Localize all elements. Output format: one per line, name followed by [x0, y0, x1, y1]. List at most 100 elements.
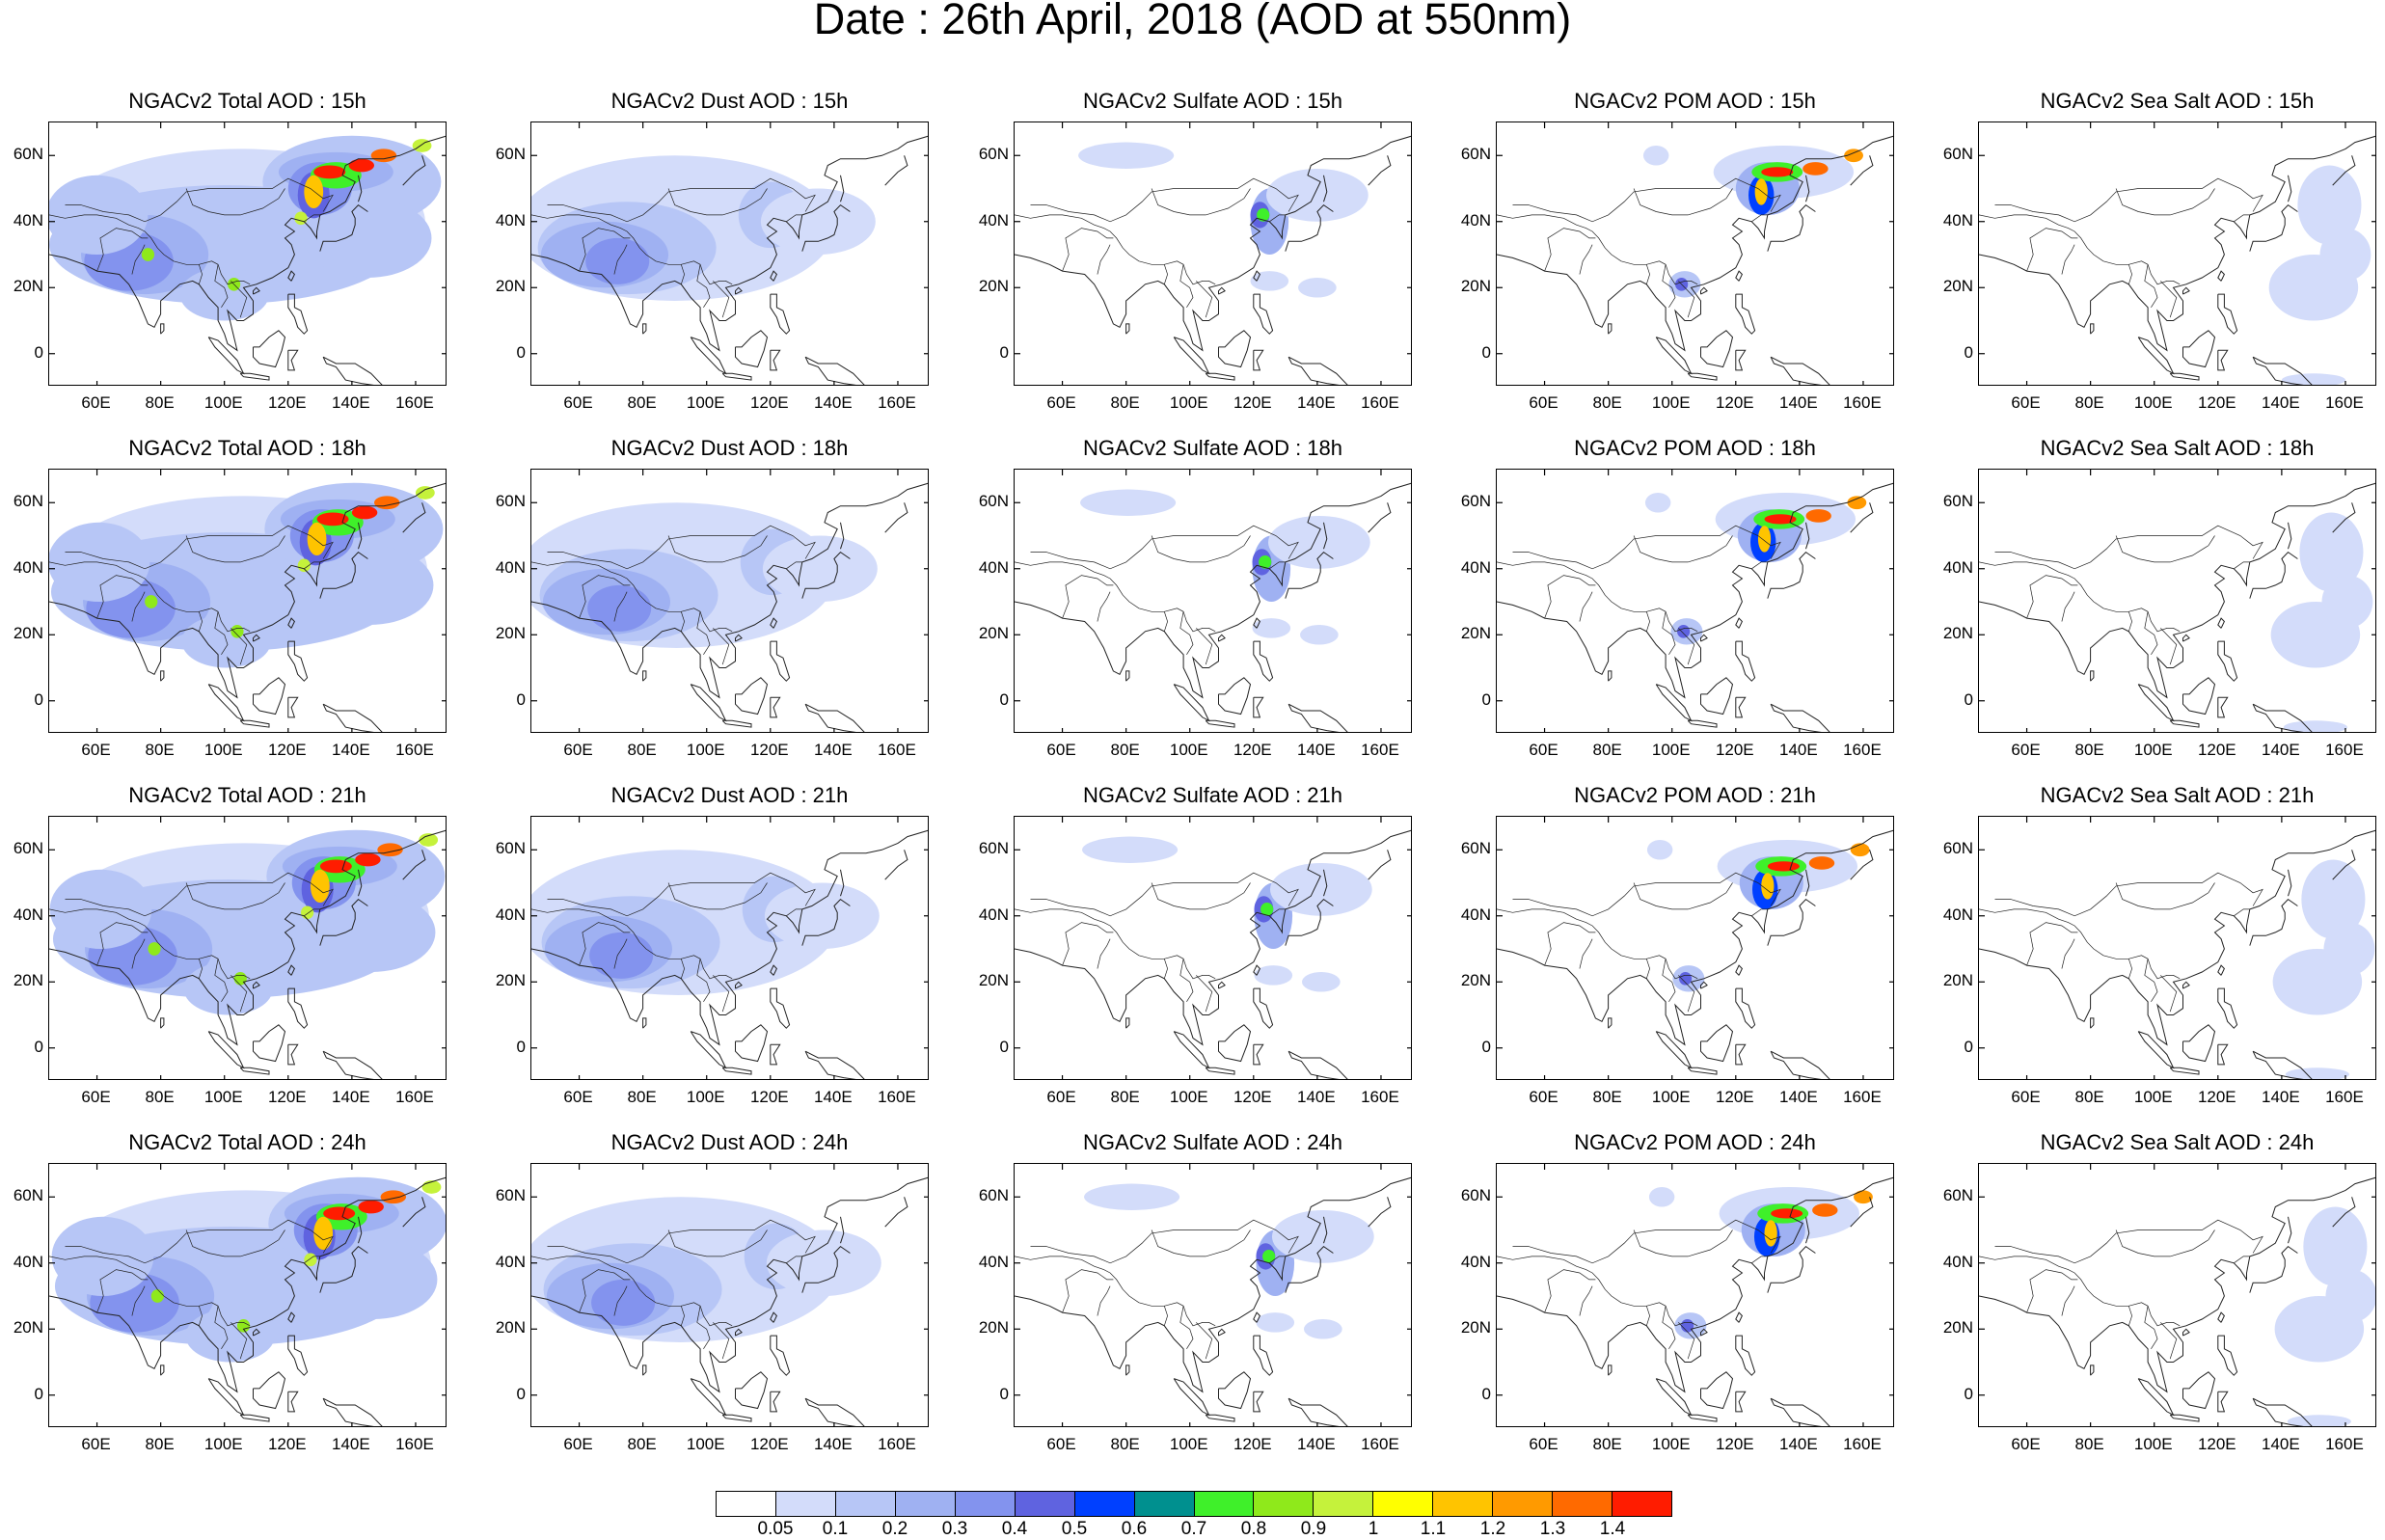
coastline: [2217, 987, 2238, 1029]
map-plot: [531, 470, 928, 732]
aod-field: [2285, 1067, 2349, 1079]
aod-field: [1764, 1220, 1777, 1247]
coastline: [1285, 551, 1334, 599]
lon-tick-label: 80E: [1592, 1435, 1622, 1453]
coastline: [1253, 640, 1274, 682]
lon-tick-label: 160E: [1361, 1088, 1399, 1106]
lon-tick-label: 60E: [81, 1088, 111, 1106]
coastline: [2252, 703, 2313, 732]
coastline: [2160, 281, 2178, 318]
aod-field: [415, 486, 435, 500]
coastline: [1700, 634, 1708, 642]
coastline: [531, 908, 733, 980]
coastline: [1687, 372, 1718, 381]
lon-tick-label: 100E: [1169, 393, 1208, 412]
lon-tick-label: 120E: [749, 1088, 789, 1106]
coastline: [2234, 908, 2250, 917]
coastline: [287, 964, 296, 976]
coastline: [696, 959, 711, 1002]
lon-tick-label: 80E: [1592, 741, 1622, 759]
aod-field: [1764, 514, 1797, 525]
coastline: [1751, 214, 1768, 223]
map-plot: [1015, 817, 1411, 1079]
lon-tick-label: 100E: [203, 1088, 243, 1106]
lon-tick-label: 140E: [1779, 393, 1818, 412]
coastline: [65, 872, 334, 917]
coastline: [1151, 882, 1251, 910]
map-plot: [1979, 470, 2375, 732]
aod-field: [1298, 277, 1337, 298]
coastline: [613, 938, 628, 969]
lat-tick-label: 40N: [1942, 905, 1973, 924]
map-frame: [48, 816, 447, 1080]
coastline: [1218, 1024, 1252, 1063]
coastline: [1645, 264, 1650, 284]
coastline: [1269, 1256, 1286, 1264]
panel-title: NGACv2 POM AOD : 24h: [1574, 1130, 1816, 1154]
coastline: [804, 356, 865, 385]
coastline: [1015, 908, 1216, 980]
coastline: [1662, 611, 1676, 655]
lon-tick-label: 140E: [332, 393, 370, 412]
colorbar-box: [1134, 1492, 1195, 1516]
coastline: [1015, 214, 1216, 285]
coastline: [131, 591, 146, 622]
panel-title: NGACv2 Dust AOD : 15h: [610, 89, 849, 113]
coastline: [1662, 959, 1676, 1002]
coastline: [1579, 591, 1593, 622]
lon-tick-label: 120E: [1715, 1088, 1754, 1106]
coastline: [402, 850, 426, 880]
lon-tick-label: 60E: [563, 1435, 593, 1453]
coastline: [1151, 188, 1251, 216]
coastline: [2217, 696, 2229, 718]
lat-tick-label: 60N: [1460, 839, 1491, 858]
lon-tick-label: 100E: [2133, 741, 2173, 759]
aod-field: [421, 1180, 442, 1194]
aod-field: [310, 869, 330, 904]
coastline: [735, 286, 743, 295]
coastline: [735, 981, 743, 989]
coastline: [1678, 281, 1695, 318]
coastline: [1285, 203, 1334, 252]
coastline: [1579, 938, 1593, 969]
lat-tick-label: 40N: [495, 210, 526, 230]
aod-field: [1262, 1250, 1276, 1263]
lat-tick-label: 20N: [13, 1318, 43, 1337]
coastline: [1735, 987, 1756, 1029]
coastline: [1655, 337, 1693, 375]
coastline: [65, 525, 334, 570]
aod-field: [1260, 903, 1274, 916]
coastline: [1269, 908, 1286, 917]
coastline: [1770, 1050, 1830, 1079]
colorbar-label: 0.5: [1061, 1519, 1088, 1539]
coastline: [2137, 1031, 2175, 1069]
lat-tick-label: 40N: [1460, 557, 1491, 577]
coastline: [770, 987, 791, 1029]
lon-tick-label: 120E: [749, 393, 789, 412]
aod-field: [591, 1279, 656, 1326]
lat-tick-label: 60N: [495, 1186, 526, 1205]
coastline: [1253, 1335, 1274, 1376]
coastline: [2249, 551, 2298, 599]
lat-tick-label: 60N: [13, 839, 43, 858]
aod-field: [766, 1229, 881, 1296]
lat-tick-label: 20N: [495, 1318, 526, 1337]
coastline: [713, 975, 730, 1013]
colorbar-label: 0.2: [881, 1519, 908, 1539]
lat-tick-label: 60N: [13, 1186, 43, 1205]
lon-tick-label: 140E: [2262, 1435, 2300, 1453]
lon-tick-label: 80E: [2074, 741, 2104, 759]
coastline: [287, 1311, 296, 1323]
coastline: [1218, 1371, 1252, 1410]
map-plot: [1015, 1164, 1411, 1426]
aod-field: [348, 158, 375, 173]
coastline: [1678, 975, 1695, 1013]
aod-field: [1677, 624, 1691, 638]
panel-title: NGACv2 POM AOD : 18h: [1574, 436, 1816, 460]
lat-tick-label: 20N: [1942, 971, 1973, 990]
coastline: [1770, 1397, 1830, 1426]
coastline: [1767, 898, 1816, 946]
panel-title: NGACv2 Sulfate AOD : 21h: [1082, 783, 1343, 807]
coastline: [1645, 1306, 1650, 1326]
lat-tick-label: 60N: [978, 145, 1009, 164]
